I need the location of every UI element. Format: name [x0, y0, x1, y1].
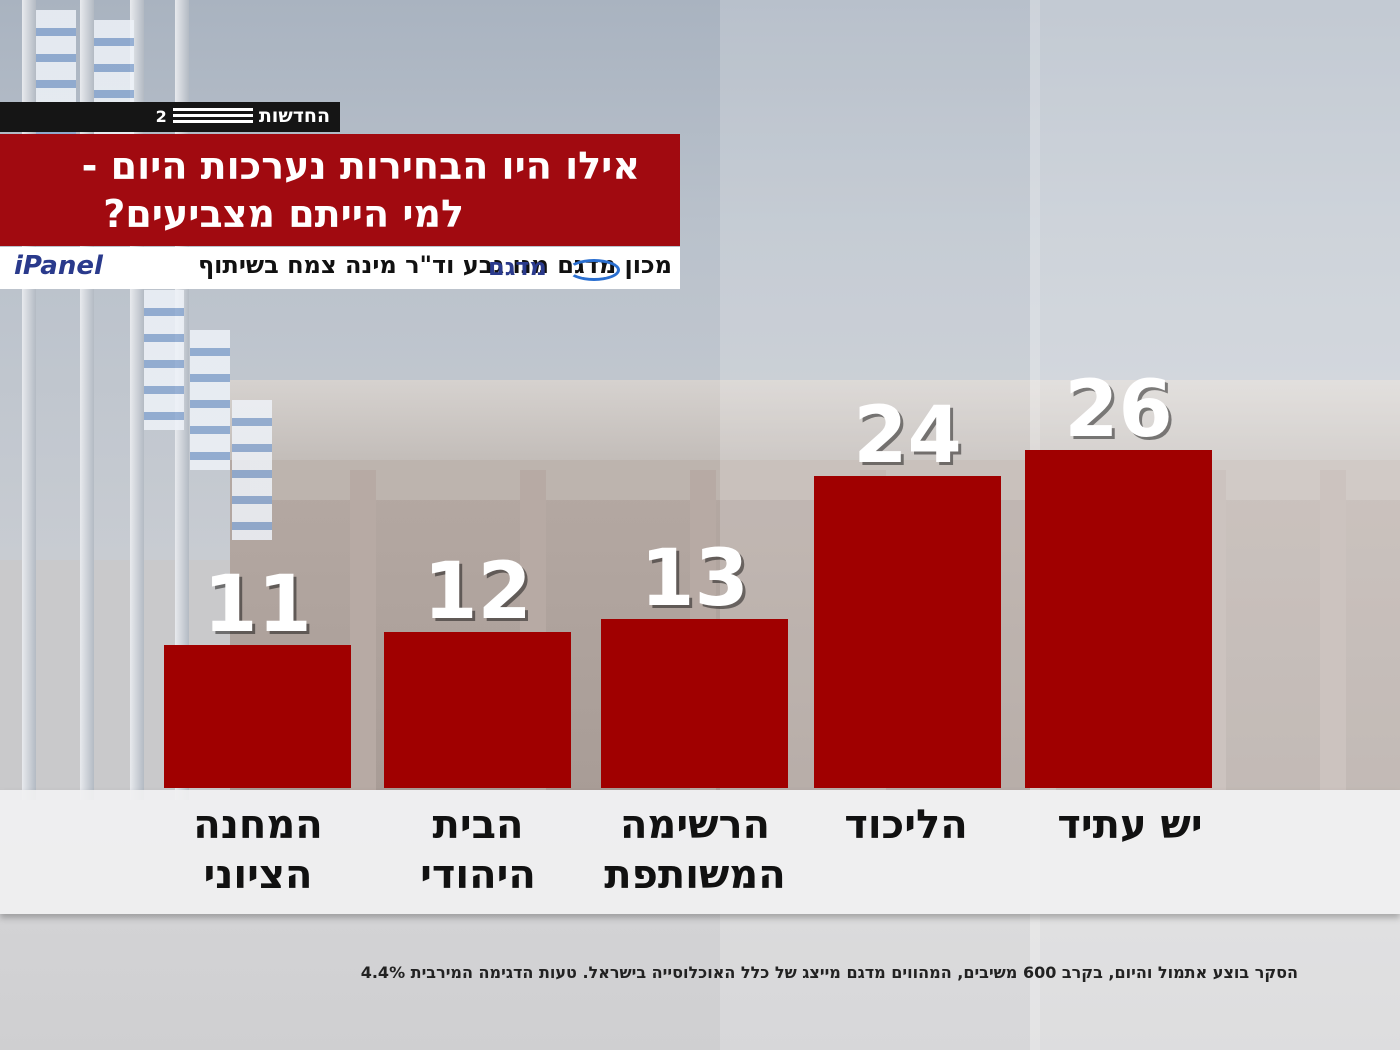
category-label-line: הבית: [432, 802, 524, 848]
category-label-line: הליכוד: [844, 802, 968, 848]
swoosh-icon: [568, 259, 620, 281]
building-column: [350, 470, 376, 800]
bar-value-label: 24: [853, 391, 962, 481]
bar-value-label: 12: [423, 547, 532, 637]
building-column: [1320, 470, 1346, 800]
category-label-line: יש עתיד: [1057, 802, 1203, 848]
bar-value-shadow: 11: [206, 563, 315, 653]
title-line-1: אילו היו הבחירות נערכות היום -: [81, 144, 640, 188]
flag-icon: [232, 400, 272, 540]
bar-value-shadow: 13: [643, 537, 752, 627]
flag-icon: [190, 330, 230, 470]
midgam-logo: מדגם: [488, 253, 620, 283]
category-label-line: המשותפת: [604, 852, 786, 898]
ipanel-logo: iPanel: [14, 251, 103, 281]
channel-number: 2: [155, 106, 167, 126]
bar: [1025, 450, 1212, 788]
channel-bar: החדשות 2: [0, 102, 340, 132]
category-label-line: היהודי: [420, 852, 536, 898]
title-box: אילו היו הבחירות נערכות היום - למי הייתם…: [0, 134, 680, 246]
bar: [601, 619, 788, 788]
category-label-band: [0, 790, 1400, 914]
building-roof: [230, 380, 1400, 460]
category-label: יש עתיד: [1020, 800, 1240, 850]
bar-value-label: 26: [1064, 365, 1173, 455]
midgam-logo-text: מדגם: [488, 253, 547, 281]
channel-name: החדשות: [258, 105, 330, 127]
title-line-2: למי הייתם מצביעים?: [103, 192, 464, 236]
bar: [384, 632, 571, 788]
category-label: המחנה הציוני: [148, 800, 368, 900]
category-label: הבית היהודי: [368, 800, 588, 900]
category-label: הרשימה המשותפת: [585, 800, 805, 900]
bar-value-shadow: 24: [856, 394, 965, 484]
bar-value-label: 11: [203, 560, 312, 650]
bar: [814, 476, 1001, 788]
category-label-line: המחנה: [193, 802, 323, 848]
category-label-line: הרשימה: [619, 802, 771, 848]
bar-value-shadow: 26: [1067, 368, 1176, 458]
bar-value-shadow: 12: [426, 550, 535, 640]
channel-lines-icon: [172, 108, 253, 124]
credit-box: מכון מדגם מנו גבע וד"ר מינה צמח בשיתוף מ…: [0, 247, 680, 289]
category-label: הליכוד: [796, 800, 1016, 850]
bar: [164, 645, 351, 788]
flag-icon: [144, 290, 184, 430]
bar-value-label: 13: [640, 534, 749, 624]
category-label-line: הציוני: [203, 852, 313, 898]
footnote: הסקר בוצע אתמול והיום, בקרב 600 משיבים, …: [360, 963, 1298, 982]
channel-logo: החדשות 2: [156, 105, 330, 127]
